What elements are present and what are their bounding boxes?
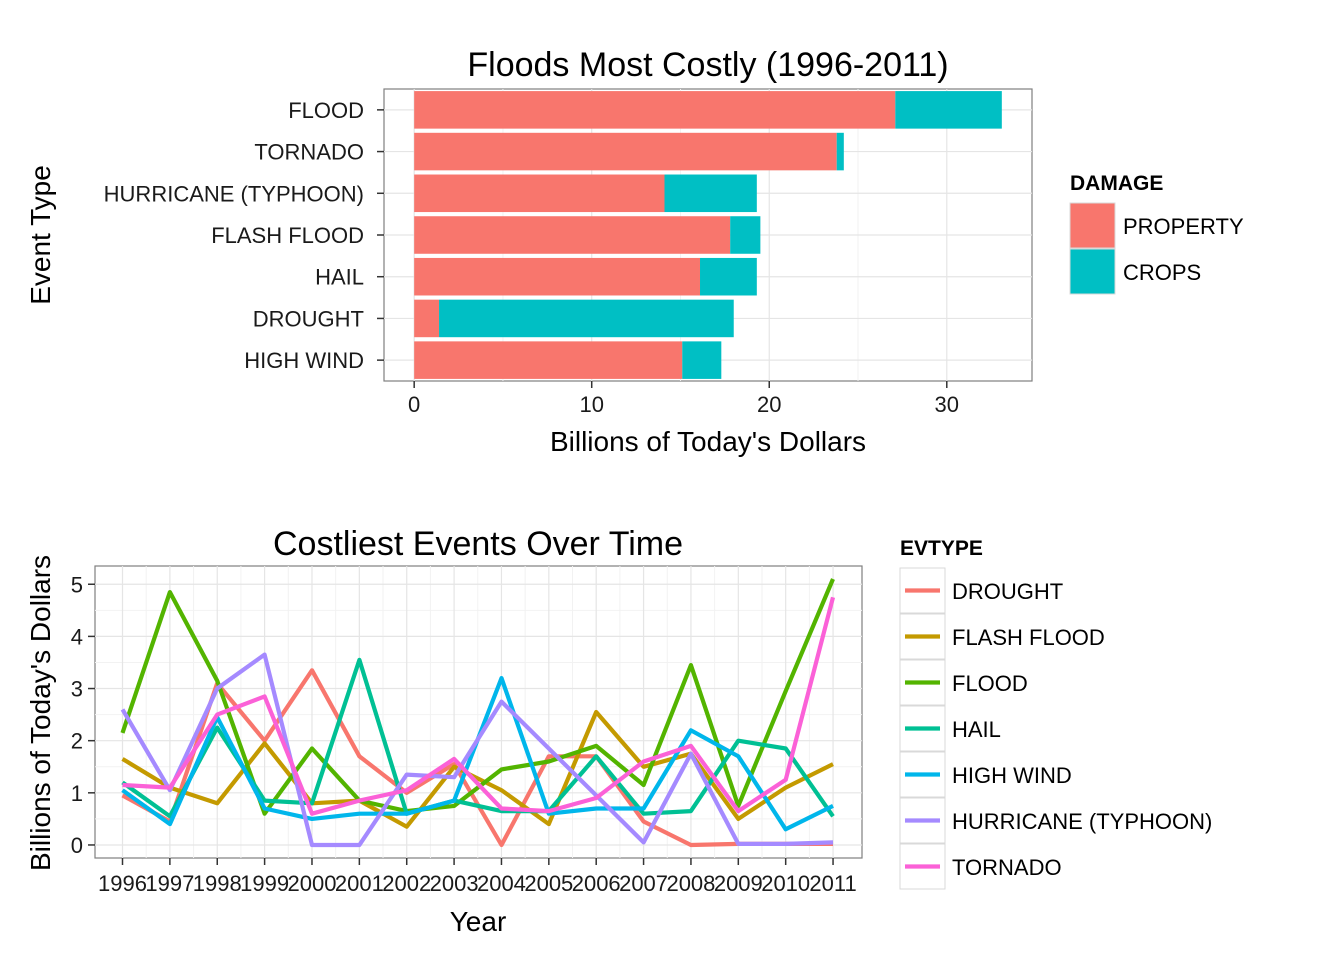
bar-flash-flood-crops [730,216,761,254]
bar-y-tick-label-flash-flood: FLASH FLOOD [211,223,364,248]
line-x-tick-label-2001: 2001 [335,871,384,896]
bar-legend-key-property [1069,202,1116,249]
line-chart-title: Costliest Events Over Time [273,525,683,563]
line-chart-x-axis-title: Year [450,906,507,937]
bar-chart-x-ticks: 0 10 20 30 [408,381,959,417]
bar-chart-legend: DAMAGE PROPERTY CROPS [1069,172,1244,295]
bar-legend-items: PROPERTY CROPS [1069,202,1244,295]
line-series-flood [120,578,835,816]
line-x-tick-label-1997: 1997 [145,871,194,896]
line-x-tick-label-2011: 2011 [809,871,856,896]
bar-chart-title: Floods Most Costly (1996-2011) [467,46,948,84]
line-x-tick-label-2009: 2009 [714,871,763,896]
bar-x-tick-label: 30 [935,392,959,417]
line-legend-label-hail: HAIL [952,717,1001,742]
bar-flood-crops [895,91,1002,129]
bar-flash-flood-property [414,216,731,254]
line-y-tick-label: 3 [71,677,83,702]
bar-x-tick-label: 0 [408,392,420,417]
line-y-tick-label: 1 [71,781,83,806]
line-series-hurricane-typhoon [120,652,834,848]
line-x-tick-label-2003: 2003 [430,871,479,896]
bar-chart-bars [414,91,1002,379]
bar-chart-y-axis-title: Event Type [25,165,56,305]
bar-y-tick-label-drought: DROUGHT [253,306,364,331]
line-legend-label-tornado: TORNADO [952,855,1062,880]
bar-legend-title: DAMAGE [1070,172,1163,195]
line-chart-y-axis-title: Billions of Today's Dollars [25,555,56,871]
line-legend-title: EVTYPE [900,537,983,560]
bar-y-tick-label-tornado: TORNADO [254,140,364,165]
bar-tornado-crops [836,132,844,171]
bar-x-tick-label: 10 [579,392,603,417]
line-x-tick-label-2005: 2005 [524,871,573,896]
bar-high-wind-property [414,341,683,379]
bar-hail-crops [700,257,757,296]
bar-y-tick-label-flood: FLOOD [288,98,364,123]
line-x-tick-label-2008: 2008 [666,871,715,896]
bar-y-tick-label-high-wind: HIGH WIND [244,348,364,373]
line-chart-legend: EVTYPE DROUGHT FLASH FLOOD FLOOD HAIL HIGH W… [899,537,1212,890]
bar-legend-label-crops: CROPS [1123,260,1201,285]
line-chart-series [120,578,836,848]
bar-drought-property [414,299,440,338]
bar-hurricane-typhoon-property [414,174,665,213]
line-y-tick-label: 2 [71,729,83,754]
line-chart-y-ticks: 0 1 2 3 4 5 [71,572,95,858]
line-x-tick-label-2004: 2004 [477,871,526,896]
bar-drought-crops [439,299,734,338]
bar-hurricane-typhoon-crops [664,174,757,213]
line-y-tick-label: 5 [71,572,83,597]
bar-x-tick-label: 20 [757,392,781,417]
line-x-tick-label-1996: 1996 [98,871,147,896]
bar-legend-label-property: PROPERTY [1123,214,1244,239]
bar-chart-x-axis-title: Billions of Today's Dollars [550,426,866,457]
line-x-tick-label-2002: 2002 [382,871,431,896]
bar-y-tick-label-hail: HAIL [315,265,364,290]
line-series-flash-flood [121,709,834,829]
line-chart-x-ticks: 1996199719981999200020012002200320042005… [98,858,857,896]
line-legend-label-drought: DROUGHT [952,579,1063,604]
bar-high-wind-crops [682,341,722,379]
line-x-tick-label-1998: 1998 [193,871,242,896]
line-legend-items: DROUGHT FLASH FLOOD FLOOD HAIL HIGH WIND HURR… [899,567,1212,890]
line-legend-label-flash-flood: FLASH FLOOD [952,625,1105,650]
bar-hail-property [414,257,701,296]
line-x-tick-label-2006: 2006 [572,871,621,896]
line-y-tick-label: 0 [71,833,83,858]
bar-flood-property [414,91,896,129]
bar-tornado-property [414,132,837,171]
bar-chart: Floods Most Costly (1996-2011) FLOOD TORN… [25,46,1244,457]
line-x-tick-label-2000: 2000 [288,871,337,896]
line-legend-label-flood: FLOOD [952,671,1028,696]
line-legend-label-hurricane-typhoon: HURRICANE (TYPHOON) [952,809,1212,834]
line-x-tick-label-1999: 1999 [240,871,289,896]
line-y-tick-label: 4 [71,624,83,649]
bar-legend-key-crops [1069,248,1116,295]
line-series-tornado [122,596,836,816]
line-x-tick-label-2010: 2010 [761,871,810,896]
line-x-tick-label-2007: 2007 [619,871,668,896]
line-legend-label-high-wind: HIGH WIND [952,763,1072,788]
bar-chart-y-ticks: FLOOD TORNADO HURRICANE (TYPHOON) FLASH FLO… [104,98,384,373]
bar-y-tick-label-hurricane-typhoon: HURRICANE (TYPHOON) [104,181,364,206]
